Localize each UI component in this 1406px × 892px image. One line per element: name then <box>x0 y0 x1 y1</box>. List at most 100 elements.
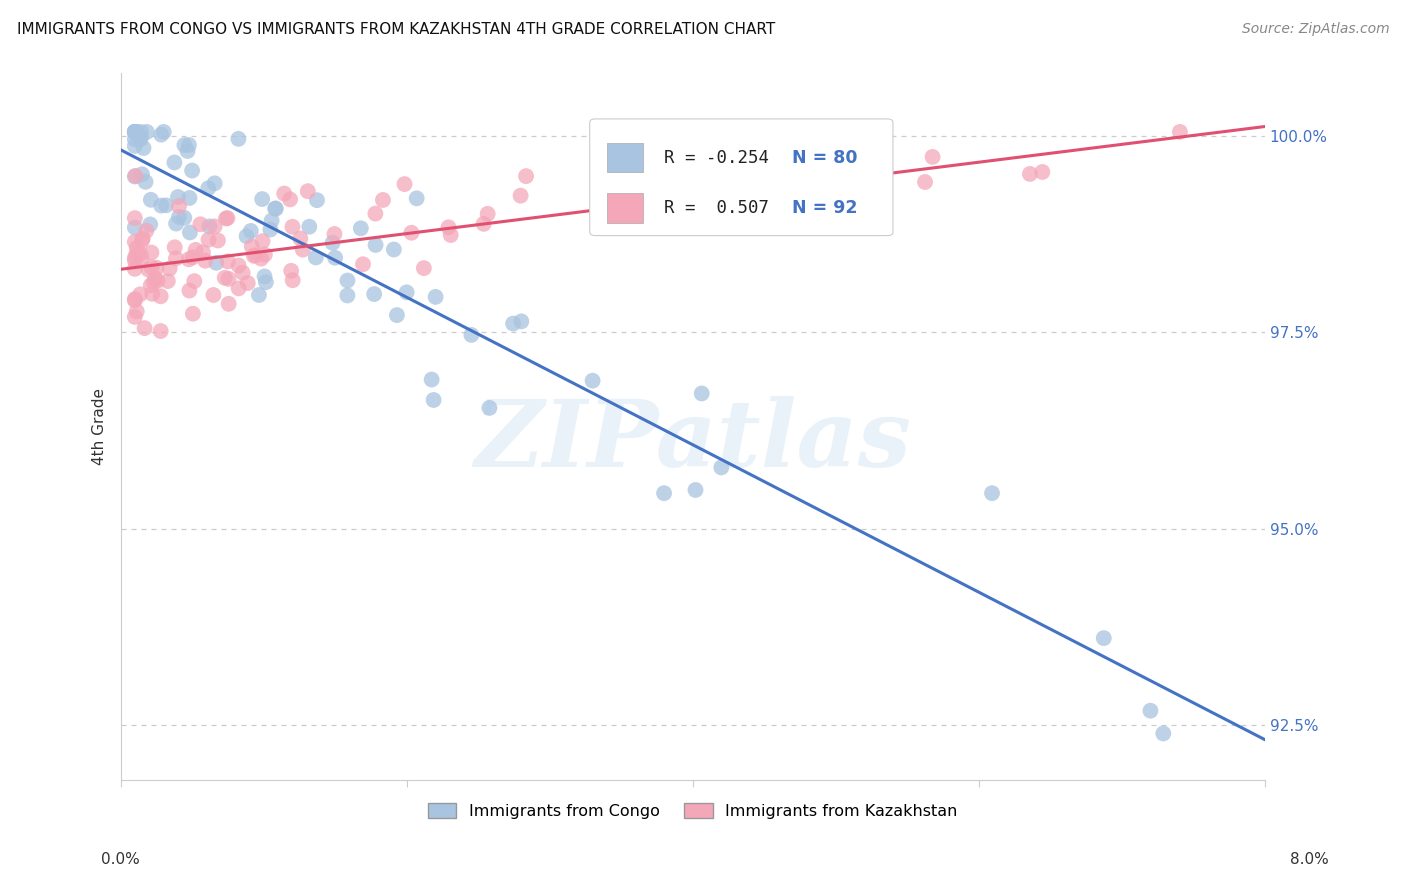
Point <box>179 284 201 298</box>
Point <box>132 141 155 155</box>
Point <box>405 191 427 205</box>
Point <box>139 218 162 232</box>
Point <box>129 132 152 146</box>
Point <box>124 251 146 265</box>
Text: Source: ZipAtlas.com: Source: ZipAtlas.com <box>1241 22 1389 37</box>
Point <box>253 269 276 284</box>
Point <box>179 191 201 205</box>
Text: 0.0%: 0.0% <box>101 852 141 867</box>
Point <box>363 287 385 301</box>
Point <box>198 219 221 234</box>
FancyBboxPatch shape <box>607 193 644 223</box>
Point <box>236 276 259 290</box>
Point <box>129 125 152 139</box>
Point <box>291 243 314 257</box>
FancyBboxPatch shape <box>589 119 893 235</box>
Point <box>176 144 198 158</box>
Point <box>1152 726 1174 740</box>
Point <box>477 207 499 221</box>
Point <box>425 290 447 304</box>
Point <box>179 226 201 240</box>
Point <box>214 270 236 285</box>
Point <box>412 261 434 276</box>
Point <box>124 125 146 139</box>
Point <box>167 190 190 204</box>
Point <box>129 130 152 145</box>
Point <box>364 206 387 220</box>
Point <box>371 193 394 207</box>
Point <box>273 186 295 201</box>
Point <box>395 285 418 300</box>
Point <box>184 243 207 257</box>
Point <box>652 486 675 500</box>
Point <box>228 259 250 273</box>
Point <box>125 125 148 139</box>
Point <box>150 198 173 212</box>
Point <box>243 249 266 263</box>
Point <box>264 202 287 216</box>
Point <box>139 193 162 207</box>
Point <box>581 374 603 388</box>
Point <box>156 274 179 288</box>
Point <box>141 260 163 275</box>
Point <box>478 401 501 415</box>
Point <box>124 235 146 249</box>
Point <box>124 253 146 268</box>
Point <box>167 210 190 224</box>
Point <box>183 274 205 288</box>
Point <box>124 261 146 276</box>
Point <box>260 213 283 227</box>
Point <box>149 289 172 303</box>
Point <box>252 234 274 248</box>
Point <box>202 288 225 302</box>
Point <box>124 310 146 324</box>
Point <box>232 266 254 280</box>
Point <box>129 287 152 301</box>
Point <box>181 250 204 264</box>
Point <box>124 220 146 235</box>
Point <box>146 274 169 288</box>
Point <box>323 251 346 265</box>
Point <box>145 260 167 275</box>
Point <box>177 252 200 267</box>
Point <box>125 241 148 255</box>
Point <box>143 271 166 285</box>
Point <box>135 224 157 238</box>
Point <box>685 483 707 497</box>
Point <box>247 288 270 302</box>
Point <box>197 181 219 195</box>
Point <box>253 247 276 261</box>
Point <box>125 246 148 260</box>
Point <box>131 251 153 265</box>
Point <box>440 227 463 242</box>
Point <box>217 254 239 268</box>
Point <box>134 175 156 189</box>
Point <box>173 211 195 225</box>
Point <box>132 231 155 245</box>
Text: N = 80: N = 80 <box>792 149 858 167</box>
Point <box>129 247 152 261</box>
Point <box>240 239 263 253</box>
Point <box>197 233 219 247</box>
Point <box>281 273 304 287</box>
Point <box>420 373 443 387</box>
Point <box>149 324 172 338</box>
Point <box>215 211 238 226</box>
Point <box>173 138 195 153</box>
Point <box>204 177 226 191</box>
Text: 8.0%: 8.0% <box>1289 852 1329 867</box>
Point <box>124 292 146 306</box>
Point <box>218 272 240 286</box>
Point <box>163 155 186 169</box>
Point <box>350 221 373 235</box>
Point <box>1168 125 1191 139</box>
Point <box>336 288 359 302</box>
Point <box>690 386 713 401</box>
Point <box>142 275 165 289</box>
Point <box>131 167 153 181</box>
FancyBboxPatch shape <box>607 143 644 172</box>
Point <box>205 256 228 270</box>
Point <box>364 238 387 252</box>
Point <box>165 217 187 231</box>
Text: ZIPatlas: ZIPatlas <box>474 396 911 485</box>
